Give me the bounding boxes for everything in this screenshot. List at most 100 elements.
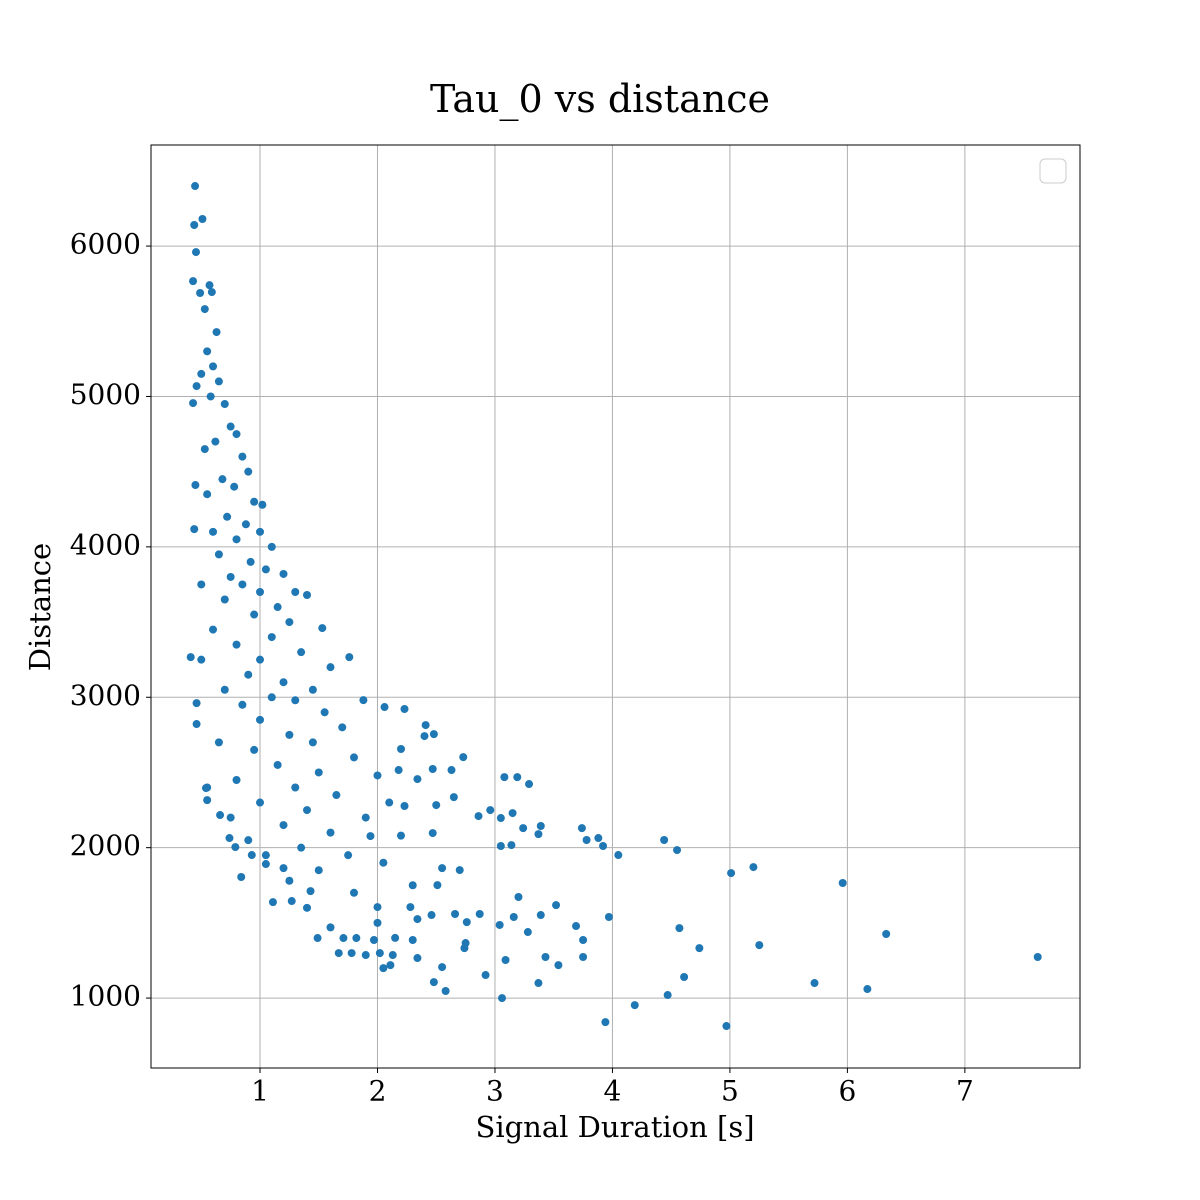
point xyxy=(211,437,220,446)
point xyxy=(361,951,370,960)
point xyxy=(226,572,235,581)
point xyxy=(541,953,550,962)
point xyxy=(247,851,256,860)
point xyxy=(218,475,227,484)
point xyxy=(536,911,545,920)
point xyxy=(428,829,437,838)
point xyxy=(203,490,212,499)
point xyxy=(241,520,250,529)
point xyxy=(206,392,215,401)
point xyxy=(250,610,259,619)
point xyxy=(727,869,736,878)
point xyxy=(863,985,872,994)
point xyxy=(306,887,315,896)
point xyxy=(314,866,323,875)
point xyxy=(256,715,265,724)
point xyxy=(279,569,288,578)
point xyxy=(509,912,518,921)
point xyxy=(332,791,341,800)
point xyxy=(207,288,216,297)
point xyxy=(209,625,218,634)
x-tick-label: 2 xyxy=(369,1075,387,1108)
point xyxy=(267,542,276,551)
point xyxy=(250,745,259,754)
point xyxy=(379,858,388,867)
point xyxy=(373,903,382,912)
point xyxy=(400,704,409,713)
point xyxy=(308,738,317,747)
point xyxy=(406,903,415,912)
point xyxy=(449,793,458,802)
point xyxy=(582,835,591,844)
point xyxy=(630,1001,639,1010)
point xyxy=(191,182,200,191)
x-tick-label: 7 xyxy=(956,1075,974,1108)
point xyxy=(256,587,265,596)
point xyxy=(514,892,523,901)
point xyxy=(594,834,603,843)
point xyxy=(536,822,545,831)
point xyxy=(420,732,429,741)
point xyxy=(663,991,672,1000)
point xyxy=(339,934,348,943)
point xyxy=(394,766,403,775)
point xyxy=(223,512,232,521)
point xyxy=(513,773,522,782)
point xyxy=(268,898,277,907)
point xyxy=(216,811,225,820)
point xyxy=(279,864,288,873)
point xyxy=(192,720,201,729)
point xyxy=(447,766,456,775)
point xyxy=(433,881,442,890)
point xyxy=(579,936,588,945)
point xyxy=(238,700,247,709)
point xyxy=(209,362,218,371)
chart-title: Tau_0 vs distance xyxy=(430,77,770,122)
point xyxy=(267,693,276,702)
point xyxy=(749,863,758,872)
point xyxy=(291,696,300,705)
point xyxy=(285,730,294,739)
point xyxy=(413,775,422,784)
point xyxy=(231,843,240,852)
point xyxy=(313,934,322,943)
point xyxy=(214,377,223,386)
point xyxy=(214,738,223,747)
point xyxy=(232,775,241,784)
point xyxy=(361,813,370,822)
point xyxy=(244,670,253,679)
point xyxy=(441,986,450,995)
y-tick-label: 5000 xyxy=(70,378,141,411)
point xyxy=(192,382,201,391)
point xyxy=(380,703,389,712)
point xyxy=(220,399,229,408)
point xyxy=(238,580,247,589)
y-tick-label: 1000 xyxy=(70,980,141,1013)
y-axis-label: Distance xyxy=(23,543,57,671)
point xyxy=(237,872,246,881)
point xyxy=(460,944,469,953)
point xyxy=(882,929,891,938)
point xyxy=(501,956,510,965)
point xyxy=(291,587,300,596)
point xyxy=(451,909,460,918)
y-tick-label: 3000 xyxy=(70,679,141,712)
point xyxy=(810,979,819,988)
point xyxy=(200,305,209,314)
point xyxy=(408,936,417,945)
x-tick-label: 6 xyxy=(838,1075,856,1108)
point xyxy=(200,445,209,454)
point xyxy=(369,936,378,945)
point xyxy=(429,730,438,739)
point xyxy=(508,809,517,818)
point xyxy=(344,851,353,860)
point xyxy=(203,783,212,792)
point xyxy=(244,836,253,845)
point xyxy=(604,912,613,921)
point xyxy=(408,881,417,890)
point xyxy=(196,288,205,297)
point xyxy=(475,909,484,918)
point xyxy=(261,565,270,574)
point xyxy=(285,618,294,627)
point xyxy=(314,768,323,777)
